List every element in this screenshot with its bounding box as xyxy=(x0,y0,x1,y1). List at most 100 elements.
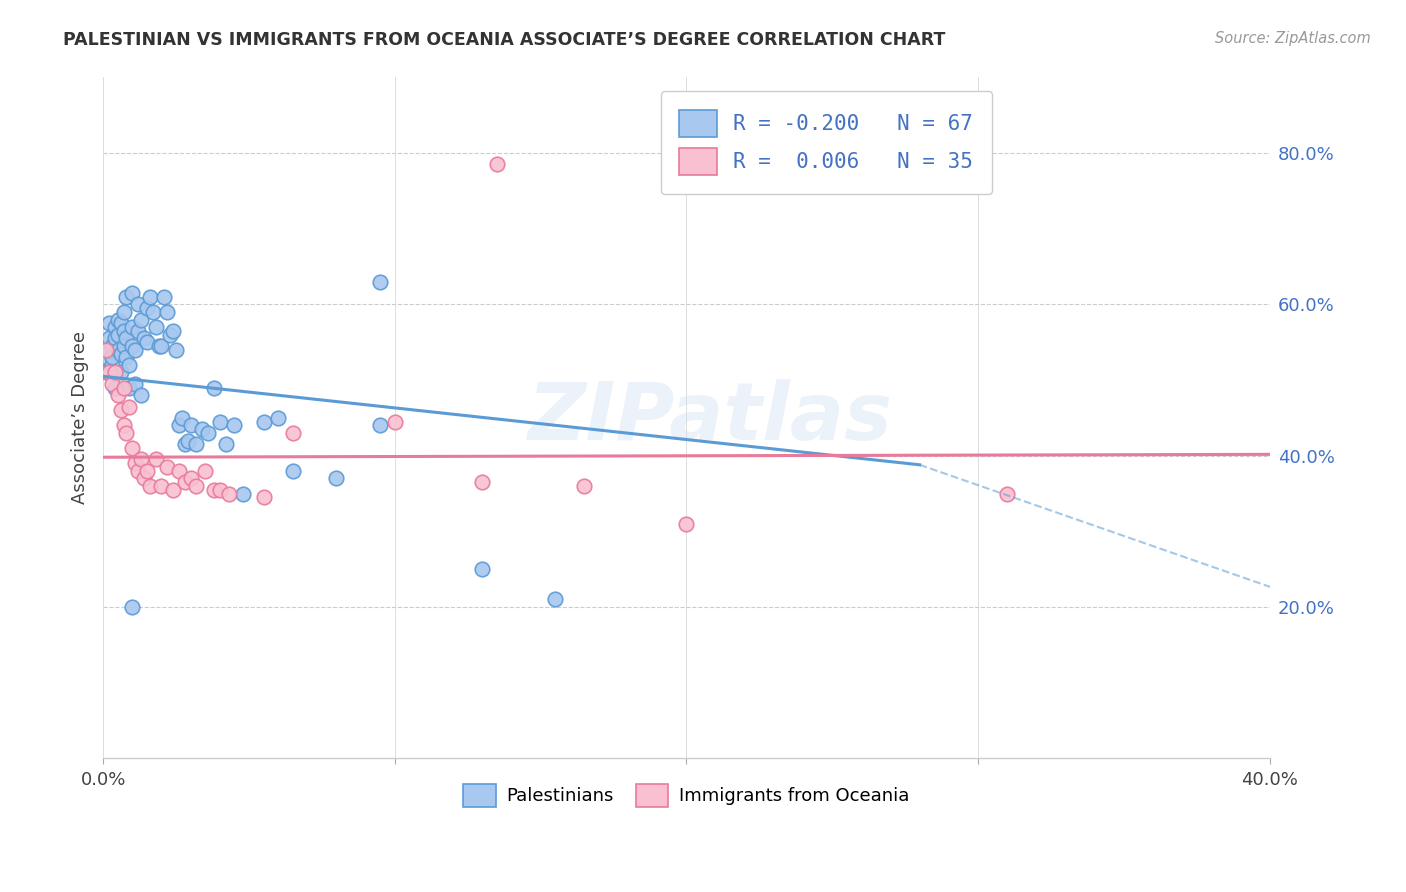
Point xyxy=(191,422,214,436)
Point xyxy=(208,415,231,429)
Point xyxy=(132,471,155,485)
Point xyxy=(104,331,127,345)
Point xyxy=(165,343,187,357)
Point xyxy=(118,381,141,395)
Point xyxy=(101,339,124,353)
Point xyxy=(145,452,167,467)
Point xyxy=(224,418,246,433)
Point xyxy=(150,339,173,353)
Point xyxy=(153,290,176,304)
Point xyxy=(110,316,132,330)
Point xyxy=(104,366,127,380)
Point xyxy=(139,290,162,304)
Point xyxy=(101,376,124,391)
Point xyxy=(142,305,165,319)
Point xyxy=(167,464,190,478)
Point xyxy=(124,456,146,470)
Point xyxy=(110,346,132,360)
Point xyxy=(139,479,162,493)
Point xyxy=(127,324,149,338)
Point xyxy=(995,486,1018,500)
Point xyxy=(110,366,132,380)
Point xyxy=(368,275,391,289)
Point xyxy=(135,335,157,350)
Point xyxy=(107,327,129,342)
Point xyxy=(186,437,208,451)
Point xyxy=(127,297,149,311)
Point xyxy=(121,339,143,353)
Point xyxy=(112,418,135,433)
Point xyxy=(101,358,124,372)
Point xyxy=(115,425,138,440)
Point xyxy=(135,464,157,478)
Point xyxy=(124,376,146,391)
Point xyxy=(162,324,184,338)
Point xyxy=(129,452,152,467)
Point xyxy=(115,331,138,345)
Point xyxy=(180,471,202,485)
Point xyxy=(94,343,117,357)
Point xyxy=(218,486,240,500)
Point xyxy=(544,592,567,607)
Point xyxy=(156,460,179,475)
Point xyxy=(121,600,143,615)
Point xyxy=(112,324,135,338)
Point xyxy=(675,516,697,531)
Point xyxy=(107,312,129,326)
Text: Source: ZipAtlas.com: Source: ZipAtlas.com xyxy=(1215,31,1371,46)
Point xyxy=(574,479,596,493)
Point xyxy=(471,562,494,576)
Point xyxy=(232,486,254,500)
Point xyxy=(107,388,129,402)
Text: PALESTINIAN VS IMMIGRANTS FROM OCEANIA ASSOCIATE’S DEGREE CORRELATION CHART: PALESTINIAN VS IMMIGRANTS FROM OCEANIA A… xyxy=(63,31,946,49)
Point xyxy=(107,343,129,357)
Point xyxy=(485,157,508,171)
Point xyxy=(118,400,141,414)
Point xyxy=(97,343,120,357)
Point xyxy=(252,415,274,429)
Point xyxy=(325,471,347,485)
Point xyxy=(281,464,304,478)
Point xyxy=(202,483,225,497)
Point xyxy=(112,305,135,319)
Point xyxy=(118,358,141,372)
Point xyxy=(471,475,494,490)
Point xyxy=(384,415,406,429)
Point xyxy=(129,312,152,326)
Point xyxy=(281,425,304,440)
Point xyxy=(115,290,138,304)
Point xyxy=(197,425,219,440)
Point xyxy=(121,441,143,455)
Point xyxy=(170,410,193,425)
Point xyxy=(173,437,195,451)
Point xyxy=(112,381,135,395)
Point xyxy=(150,479,173,493)
Point xyxy=(124,343,146,357)
Point xyxy=(129,388,152,402)
Point xyxy=(173,475,195,490)
Point xyxy=(94,366,117,380)
Point xyxy=(121,286,143,301)
Point xyxy=(94,351,117,365)
Point xyxy=(156,305,179,319)
Point xyxy=(167,418,190,433)
Point xyxy=(115,351,138,365)
Point xyxy=(208,483,231,497)
Point xyxy=(252,491,274,505)
Text: ZIPatlas: ZIPatlas xyxy=(527,379,893,457)
Point xyxy=(104,320,127,334)
Point xyxy=(112,339,135,353)
Point xyxy=(162,483,184,497)
Point xyxy=(176,434,198,448)
Point xyxy=(186,479,208,493)
Point xyxy=(104,381,127,395)
Point xyxy=(97,331,120,345)
Point xyxy=(368,418,391,433)
Y-axis label: Associate’s Degree: Associate’s Degree xyxy=(72,332,89,504)
Point xyxy=(202,381,225,395)
Point xyxy=(194,464,217,478)
Point xyxy=(101,351,124,365)
Point xyxy=(132,331,155,345)
Point xyxy=(180,418,202,433)
Point xyxy=(97,366,120,380)
